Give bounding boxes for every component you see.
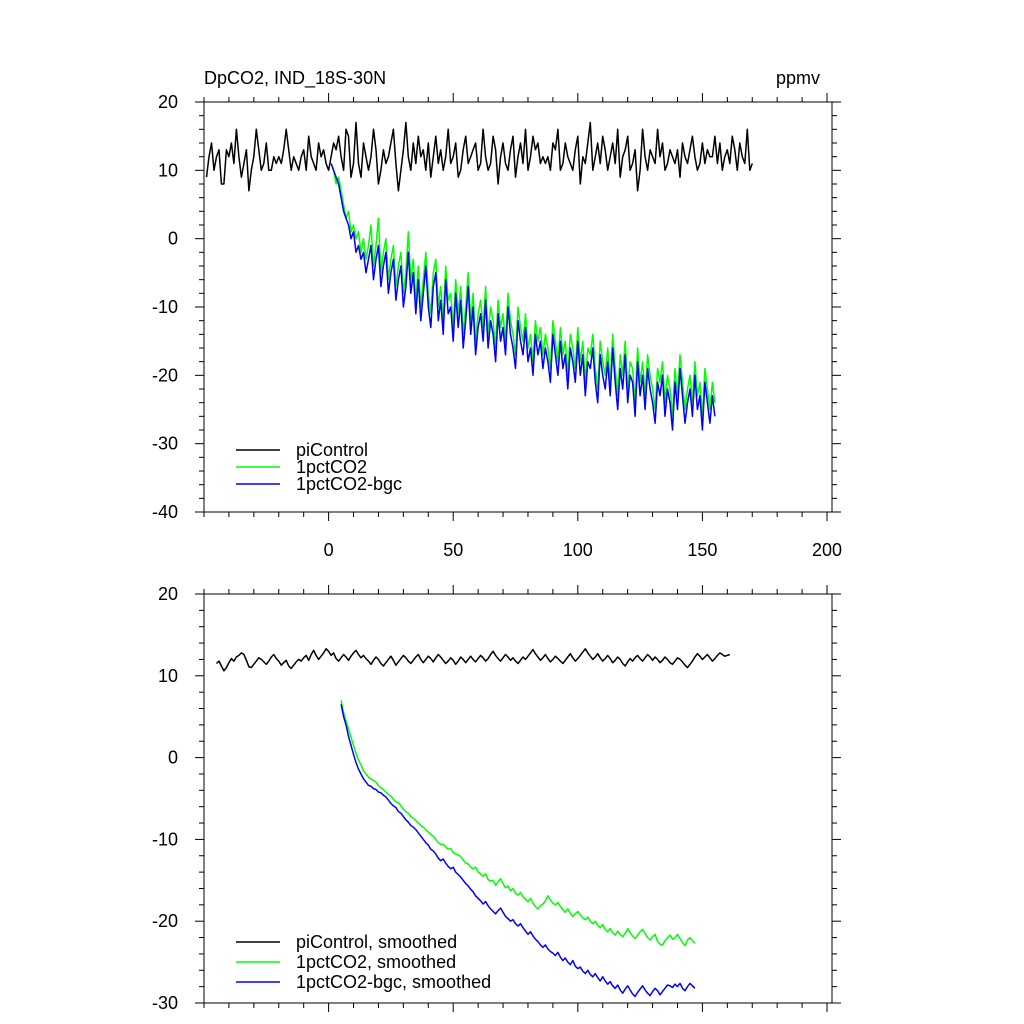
y-tick-label: 10	[158, 666, 178, 686]
y-tick-label: -30	[152, 993, 178, 1013]
legend-label: 1pctCO2-bgc, smoothed	[296, 972, 491, 992]
series-line-0-2	[330, 163, 716, 431]
y-tick-label: 0	[168, 229, 178, 249]
series-line-1-1	[340, 700, 696, 947]
legend-label: piControl, smoothed	[296, 932, 457, 952]
x-tick-label: 100	[563, 540, 593, 560]
series-line-0-1	[330, 163, 716, 418]
legend-label: 1pctCO2	[296, 457, 367, 477]
x-tick-label: 200	[812, 540, 842, 560]
series-line-0-0	[205, 121, 754, 192]
y-tick-label: 10	[158, 160, 178, 180]
panel-1-title: DpCO2, IND_18S-30N	[204, 68, 386, 89]
x-tick-label: 150	[687, 540, 717, 560]
x-tick-label: 50	[443, 540, 463, 560]
y-tick-label: 20	[158, 92, 178, 112]
plot-frame	[203, 593, 833, 1004]
y-tick-label: -20	[152, 365, 178, 385]
legend-label: piControl	[296, 440, 368, 460]
panel-1-units: ppmv	[776, 68, 820, 88]
y-tick-label: -40	[152, 502, 178, 522]
y-tick-label: -10	[152, 829, 178, 849]
y-tick-label: 0	[168, 748, 178, 768]
y-tick-label: 20	[158, 584, 178, 604]
y-tick-label: -20	[152, 911, 178, 931]
y-tick-label: -10	[152, 297, 178, 317]
y-tick-label: -30	[152, 434, 178, 454]
series-line-1-0	[215, 648, 731, 672]
series-line-1-2	[340, 704, 696, 998]
x-tick-label: 0	[324, 540, 334, 560]
legend-label: 1pctCO2, smoothed	[296, 952, 456, 972]
legend-label: 1pctCO2-bgc	[296, 474, 402, 494]
